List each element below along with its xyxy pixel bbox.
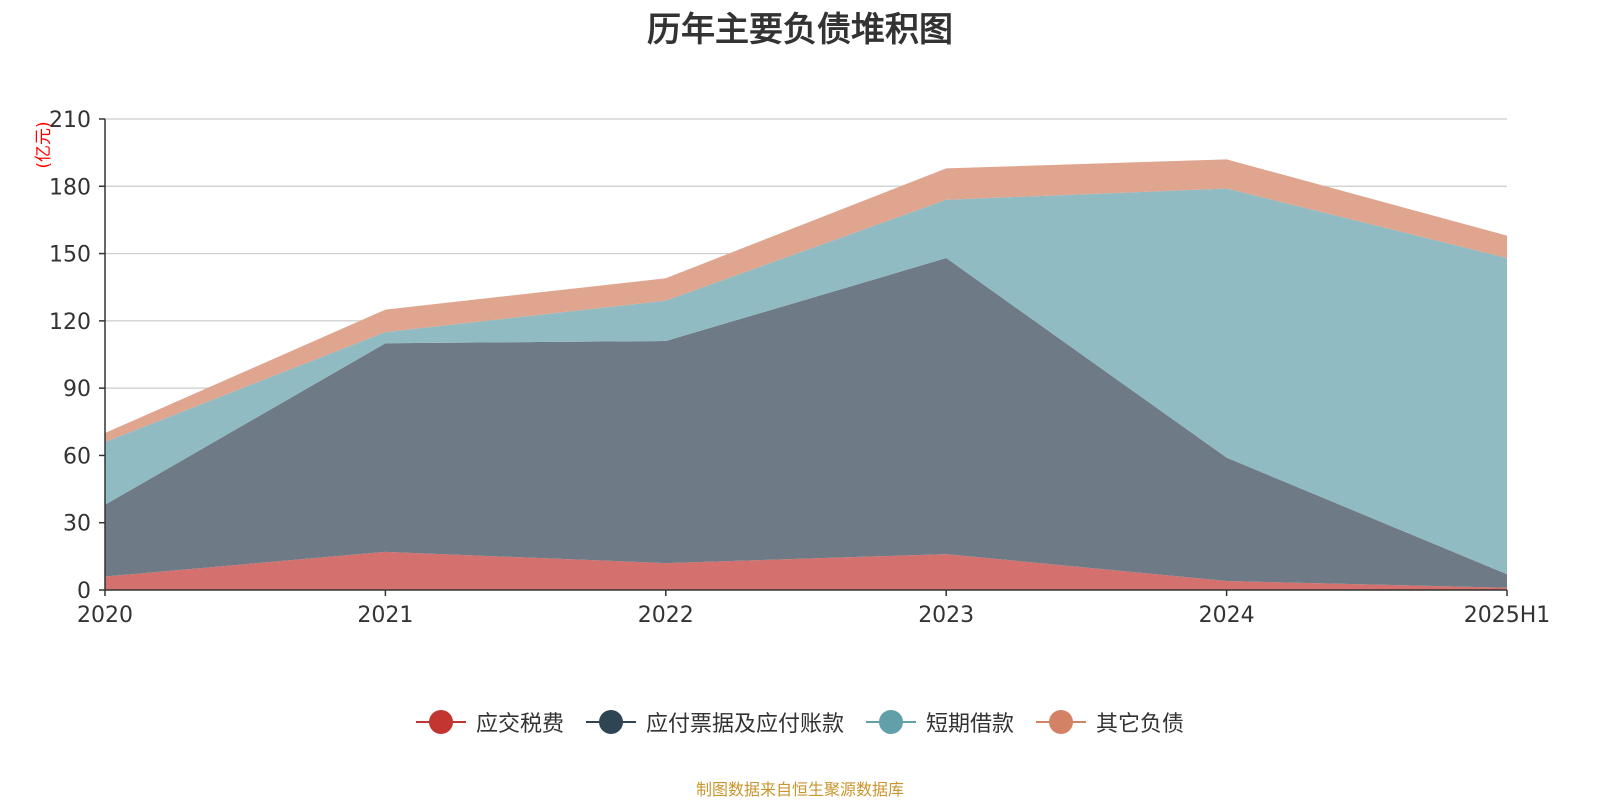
legend-item-2[interactable]: 应付票据及应付账款 [585, 706, 844, 738]
legend-marker-icon [866, 709, 916, 735]
legend-label: 短期借款 [926, 712, 1015, 737]
legend-label: 应付票据及应付账款 [645, 712, 844, 737]
tick-labels: 0 30 60 90 120 150 180 210 2020 2021 2022 2023 2024 2… [34, 108, 1550, 628]
x-tick-label: 2021 [357, 603, 413, 628]
legend-label: 其它负债 [1096, 712, 1185, 737]
axes [99, 118, 1508, 596]
legend-label: 应交税费 [475, 712, 564, 737]
x-tick-label: 2022 [638, 603, 694, 628]
y-tick-label: 30 [63, 512, 91, 537]
area-2 [105, 258, 1507, 588]
y-tick-label: 60 [63, 444, 91, 469]
area-series [105, 159, 1507, 590]
y-tick-label: 120 [49, 310, 91, 335]
area-1 [105, 551, 1507, 590]
legend-marker-icon [1036, 709, 1087, 735]
y-tick-label: 150 [49, 243, 91, 268]
legend-item-1[interactable]: 应交税费 [415, 706, 564, 738]
legend-item-3[interactable]: 短期借款 [866, 706, 1014, 738]
y-tick-label: 90 [63, 377, 91, 402]
y-tick-label: 0 [77, 579, 91, 604]
y-tick-label: 210 [49, 108, 91, 133]
x-tick-label: 2025H1 [1464, 603, 1551, 628]
legend-marker-icon [585, 709, 636, 735]
chart-title: 历年主要负债堆积图 [647, 10, 953, 50]
source-note: 制图数据来自恒生聚源数据库 [695, 780, 904, 799]
x-tick-label: 2020 [77, 603, 133, 628]
legend-marker-icon [415, 709, 466, 735]
x-tick-label: 2023 [918, 603, 974, 628]
legend: 应交税费 应付票据及应付账款 短期借款 其它负债 [0, 706, 1600, 738]
y-tick-label: 180 [49, 175, 91, 200]
area-3 [105, 188, 1507, 575]
y-axis-unit: (亿元) [34, 121, 54, 168]
legend-item-4[interactable]: 其它负债 [1036, 706, 1184, 738]
x-tick-label: 2024 [1199, 603, 1255, 628]
